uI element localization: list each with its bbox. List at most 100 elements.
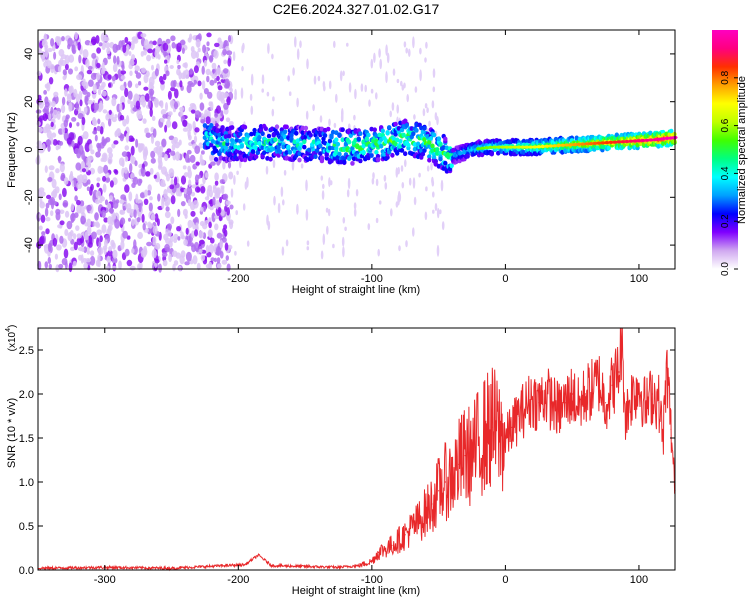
spectrogram-ridge-cell [347,139,352,145]
spectrogram-noise-cell [200,186,206,194]
spectrogram-ridge-core [648,138,654,142]
spectrogram-noise-cell [57,224,62,229]
spectrogram-noise-cell [206,251,212,258]
spectrogram-noise-cell [136,217,141,223]
snr-y-ticks: 0.0 0.5 1.0 1.5 2.0 2.5 [19,345,675,577]
spectrogram-noise-cell [277,202,281,214]
spectrogram-ridge-cell [351,156,357,162]
spectrogram-ridge-cell [614,132,619,138]
spectrogram-noise-cell [68,54,75,63]
spectrogram-ridge-cell [286,144,291,150]
spectrogram-noise-cell [306,58,309,70]
spectrogram-noise-cell [45,139,52,146]
spectrogram-noise-cell [107,249,113,257]
spectrogram-noise-cell [72,260,77,267]
spectrogram-noise-cell [395,167,399,178]
spectrogram-noise-cell [95,198,100,205]
spectrogram-noise-cell [220,110,224,117]
spectrogram-noise-cell [154,140,161,147]
snr-point [524,406,527,408]
spectrogram-noise-cell [167,223,172,231]
spectrogram-noise-cell [106,47,111,55]
spectrogram-noise-cell [425,41,428,49]
spectrogram-noise-cell [305,209,309,221]
spectrogram-noise-cell [180,201,186,207]
spectrogram-noise-cell [47,177,53,182]
spectrogram-noise-cell [76,199,81,206]
snr-point [224,565,226,567]
snr-point [478,441,480,443]
spectrogram-ridge-cell [409,126,414,131]
spectrogram-noise-cell [126,259,133,267]
spectrogram-ridge-cell [428,136,434,141]
y-tick-label: 2.5 [19,345,34,357]
spectrogram-noise-cell [193,135,198,143]
spectrogram-noise-cell [60,59,67,67]
spectrogram-ridge-cell [595,145,600,151]
spectrogram-noise-cell [322,183,325,190]
spectrogram-noise-cell [342,217,346,224]
spectrogram-noise-cell [131,248,135,254]
spectrogram-noise-cell [120,240,125,250]
spectrogram-ridge-core [520,145,526,149]
spectrogram-ridge-cell [361,149,366,155]
snr-scale-exponent: 4 [5,328,12,332]
spectrogram-noise-cell [229,87,233,93]
spectrogram-noise-cell [216,67,221,77]
spectrogram-noise-cell [158,263,163,273]
spectrogram-noise-cell [135,138,139,148]
spectrogram-ridge-core [584,142,590,146]
spectrogram-noise-cell [360,83,364,92]
y-tick-label: 40 [23,48,35,60]
spectrogram-noise-cell [129,265,136,271]
spectrogram-noise-cell [150,134,155,144]
spectrogram-noise-cell [306,246,310,251]
x-tick-label: 100 [630,574,648,586]
spectrogram-ridge-cell [422,125,427,131]
snr-point [371,560,373,562]
spectrogram-ridge-cell [213,148,219,154]
spectrogram-noise-cell [55,145,59,151]
spectrogram-ridge-cell [606,145,611,151]
spectrogram-ridge-cell [273,137,278,143]
spectrogram-noise-cell [186,149,192,155]
spectrogram-noise-cell [108,246,113,252]
spectrogram-ridge-core [576,142,582,146]
spectrogram-noise-cell [143,49,147,56]
spectrogram-noise-cell [428,120,431,127]
spectrogram-noise-cell [97,254,101,263]
spectrogram-noise-cell [124,36,129,44]
snr-frame [37,327,676,571]
spectrogram-ridge-cell [226,133,232,139]
spectrogram-noise-cell [118,157,125,166]
spectrogram-noise-cell [224,79,228,86]
spectrogram-noise-cell [39,197,43,205]
snr-point [558,409,560,411]
spectrogram-noise-cell [90,102,95,112]
spectrogram-noise-cell [283,169,287,176]
spectrogram-noise-cell [156,218,160,227]
spectrogram-noise-cell [46,82,51,92]
spectrogram-noise-cell [216,232,223,239]
spectrogram-noise-cell [85,258,92,263]
spectrogram-noise-cell [115,199,120,204]
spectrogram-noise-cell [180,231,185,239]
spectrogram-ridge-cell [380,128,385,134]
spectrogram-noise-cell [400,165,404,172]
spectrogram-noise-cell [134,94,140,100]
spectrogram-noise-cell [143,86,149,91]
spectrogram-ridge-cell [242,157,248,163]
spectrogram-noise-cell [127,90,133,101]
spectrogram-noise-cell [207,91,213,99]
spectrogram-ridge-cell [284,150,289,155]
spectrogram-noise-cell [88,143,93,151]
spectrogram-noise-cell [121,151,128,158]
spectrogram-noise-cell [98,241,102,248]
spectrogram-noise-cell [189,68,194,75]
snr-point [611,384,613,386]
spectrogram-noise-cell [175,151,181,161]
spectrogram-noise-cell [62,75,67,81]
spectrogram-noise-cell [170,80,176,88]
spectrogram-noise-cell [206,41,210,47]
spectrogram-noise-cell [78,90,83,101]
